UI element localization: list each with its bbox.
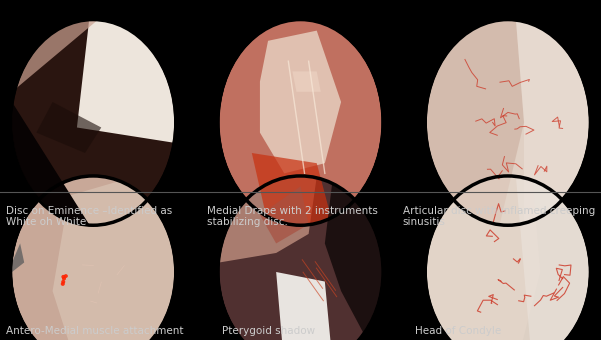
Ellipse shape: [61, 282, 65, 286]
Polygon shape: [77, 20, 174, 143]
Polygon shape: [516, 177, 589, 340]
Polygon shape: [565, 177, 589, 224]
Polygon shape: [260, 31, 341, 173]
Ellipse shape: [427, 177, 589, 340]
Polygon shape: [516, 20, 589, 224]
Text: Medial Drape with 2 instruments
stabilizing disc.: Medial Drape with 2 instruments stabiliz…: [207, 206, 378, 227]
Text: Antero-Medial muscle attachment: Antero-Medial muscle attachment: [6, 326, 183, 336]
Polygon shape: [276, 272, 333, 340]
Ellipse shape: [62, 277, 66, 280]
Polygon shape: [427, 20, 524, 224]
Polygon shape: [12, 243, 24, 272]
Polygon shape: [252, 153, 333, 224]
Polygon shape: [12, 102, 89, 224]
Ellipse shape: [61, 280, 66, 284]
Text: Pterygoid shadow: Pterygoid shadow: [222, 326, 316, 336]
Ellipse shape: [12, 177, 174, 340]
Ellipse shape: [219, 20, 382, 224]
Ellipse shape: [427, 20, 589, 224]
Polygon shape: [37, 102, 101, 153]
Polygon shape: [53, 177, 174, 340]
Ellipse shape: [64, 274, 68, 278]
Polygon shape: [260, 186, 309, 243]
Ellipse shape: [61, 275, 66, 279]
Polygon shape: [12, 20, 97, 92]
Polygon shape: [325, 177, 382, 340]
Text: Head of Condyle: Head of Condyle: [415, 326, 501, 336]
Polygon shape: [427, 177, 540, 340]
Polygon shape: [293, 71, 321, 92]
Text: Disc on Eminence –Identified as
White oh White: Disc on Eminence –Identified as White oh…: [6, 206, 172, 227]
Polygon shape: [12, 20, 174, 224]
Polygon shape: [219, 177, 317, 262]
Polygon shape: [12, 177, 44, 215]
Text: Articular disc with inflamed creeping
sinusitis: Articular disc with inflamed creeping si…: [403, 206, 595, 227]
Ellipse shape: [219, 177, 382, 340]
